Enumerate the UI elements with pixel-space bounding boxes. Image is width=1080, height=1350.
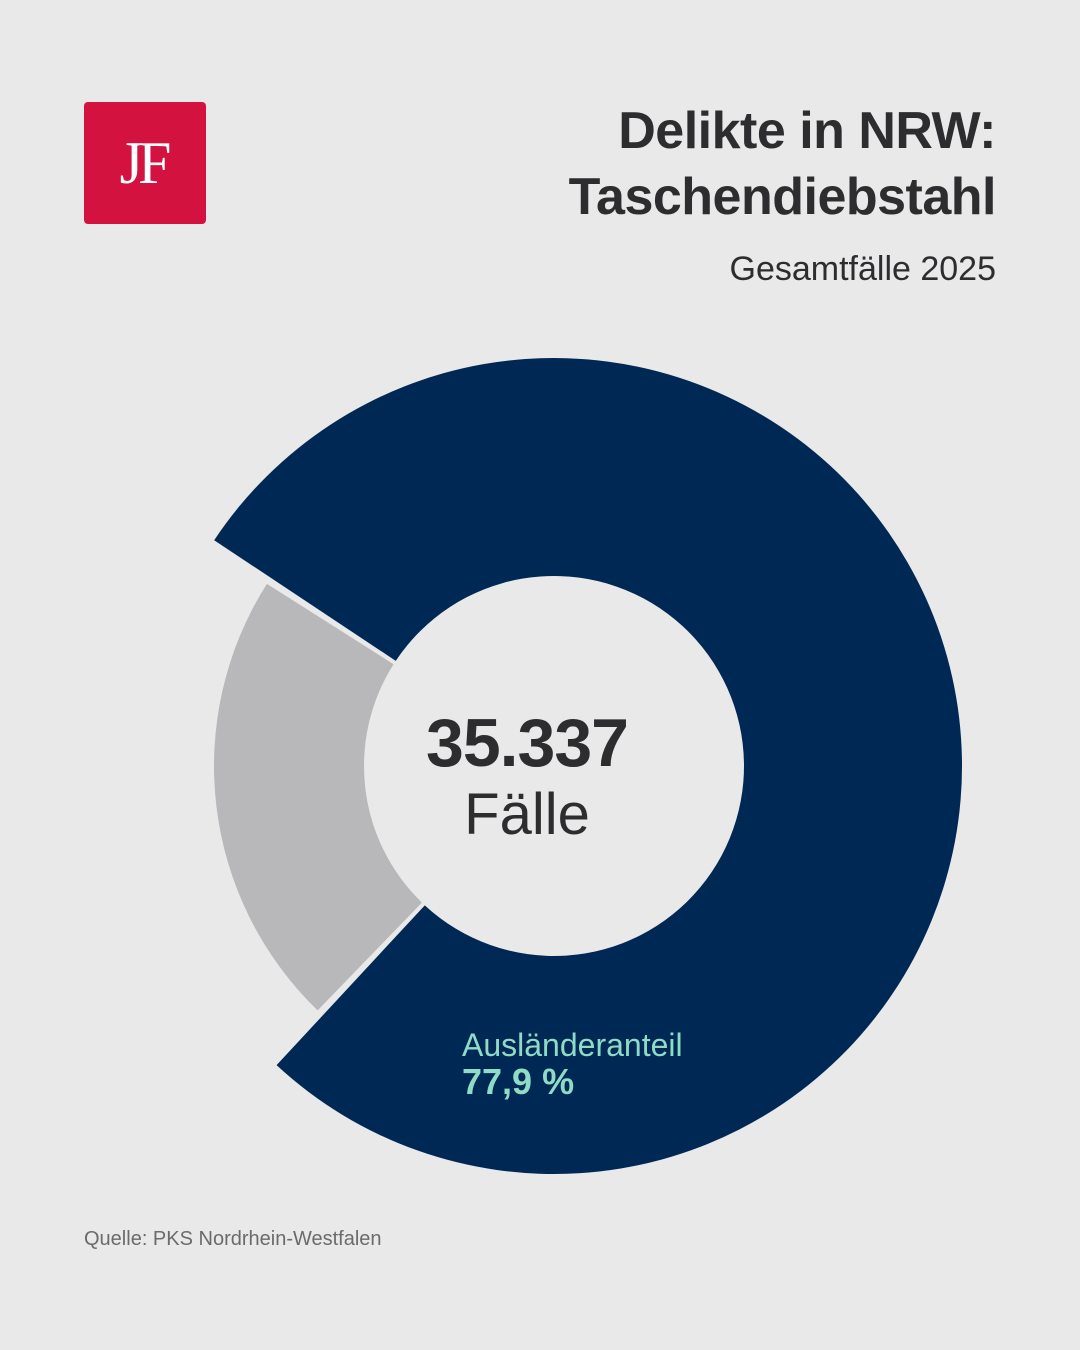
slice-value-auslaenderanteil: 77,9 % xyxy=(462,1061,575,1102)
title-line-1: Delikte in NRW: xyxy=(618,102,996,160)
chart-title: Delikte in NRW: Taschendiebstahl xyxy=(296,98,997,230)
slice-remainder xyxy=(214,583,422,1011)
total-cases-value: 35.337 xyxy=(426,705,629,781)
jf-logo: JF xyxy=(84,102,206,224)
slice-label-auslaenderanteil: Ausländeranteil xyxy=(462,1027,683,1063)
source-note: Quelle: PKS Nordrhein-Westfalen xyxy=(84,1228,382,1250)
total-cases-unit: Fälle xyxy=(464,782,590,847)
logo-text: JF xyxy=(119,130,172,196)
slice-auslaenderanteil xyxy=(214,358,962,1174)
chart-subtitle: Gesamtfälle 2025 xyxy=(729,250,997,288)
title-line-2: Taschendiebstahl xyxy=(568,168,997,226)
